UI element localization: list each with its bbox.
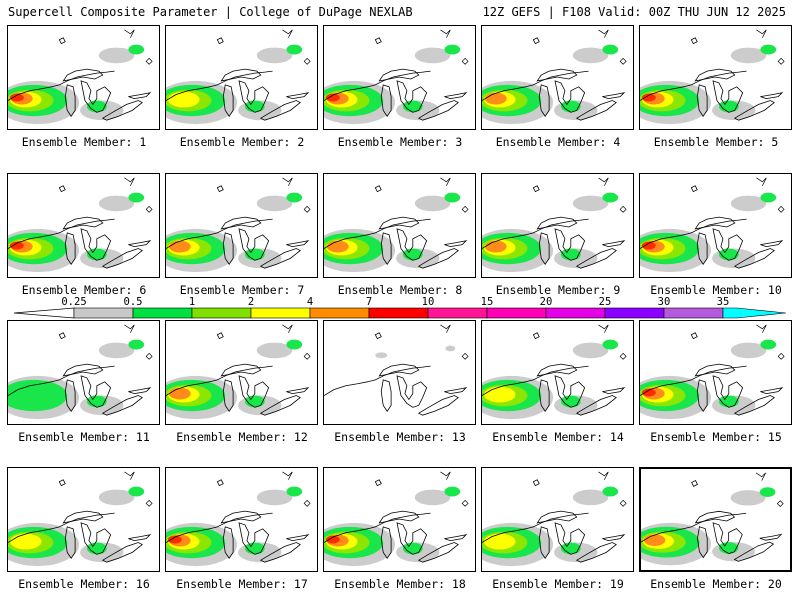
member-map [324, 324, 469, 416]
member-label: Ensemble Member: 9 [495, 283, 621, 297]
map-panel-member-3[interactable] [323, 25, 476, 130]
map-panel-member-17[interactable] [165, 467, 318, 572]
map-panel-member-9[interactable] [481, 173, 634, 278]
member-label: Ensemble Member: 2 [179, 135, 305, 149]
member-map [482, 29, 627, 125]
member-map [324, 29, 469, 125]
map-panel-member-16[interactable] [7, 467, 160, 572]
member-map [8, 471, 153, 567]
run-info: 12Z GEFS | F108 Valid: 00Z THU JUN 12 20… [482, 5, 786, 19]
member-map [324, 177, 469, 273]
member-label: Ensemble Member: 4 [495, 135, 621, 149]
colorbar-tick-label: 30 [657, 296, 671, 308]
colorbar-segment [604, 307, 665, 319]
member-label: Ensemble Member: 11 [18, 430, 150, 444]
colorbar-tick-label: 10 [421, 296, 435, 308]
map-panel-member-12[interactable] [165, 320, 318, 425]
member-label: Ensemble Member: 13 [334, 430, 466, 444]
member-map [640, 324, 785, 420]
map-panel-member-20[interactable] [639, 467, 792, 572]
map-panel-member-2[interactable] [165, 25, 318, 130]
member-map [324, 471, 469, 567]
colorbar-segment [722, 307, 787, 319]
member-label: Ensemble Member: 12 [176, 430, 308, 444]
member-label: Ensemble Member: 17 [176, 577, 308, 591]
member-label: Ensemble Member: 10 [650, 283, 782, 297]
member-map [166, 471, 311, 567]
map-panel-member-10[interactable] [639, 173, 792, 278]
colorbar-segment [486, 307, 547, 319]
colorbar-segment [663, 307, 724, 319]
map-panel-member-7[interactable] [165, 173, 318, 278]
member-label: Ensemble Member: 19 [492, 577, 624, 591]
member-label: Ensemble Member: 7 [179, 283, 305, 297]
colorbar-tick-label: 0.5 [123, 296, 143, 308]
page-title: Supercell Composite Parameter | College … [8, 5, 413, 19]
map-panel-member-1[interactable] [7, 25, 160, 130]
colorbar-tick-label: 15 [480, 296, 494, 308]
member-label: Ensemble Member: 18 [334, 577, 466, 591]
colorbar-tick-label: 1 [188, 296, 196, 308]
member-map [166, 177, 311, 273]
member-label: Ensemble Member: 8 [337, 283, 463, 297]
colorbar-segment [250, 307, 311, 319]
member-label: Ensemble Member: 16 [18, 577, 150, 591]
map-panel-member-8[interactable] [323, 173, 476, 278]
member-map [8, 29, 153, 125]
colorbar-tick-label: 20 [539, 296, 553, 308]
member-label: Ensemble Member: 5 [653, 135, 779, 149]
map-panel-member-14[interactable] [481, 320, 634, 425]
member-map [482, 324, 627, 420]
member-map [640, 29, 785, 125]
colorbar-tick-label: 35 [716, 296, 730, 308]
colorbar-ticks: 0.25 0.5 1 2 4 7 10 15 20 25 30 35 [0, 296, 800, 308]
colorbar-tick-label: 0.25 [61, 296, 87, 308]
member-label: Ensemble Member: 14 [492, 430, 624, 444]
colorbar-left-arrow [13, 307, 75, 319]
colorbar-segment [545, 307, 606, 319]
colorbar-tick-label: 4 [306, 296, 314, 308]
member-map [640, 177, 785, 273]
colorbar-segment [191, 307, 252, 319]
member-map [8, 324, 153, 420]
header: Supercell Composite Parameter | College … [0, 0, 800, 22]
colorbar-segment [309, 307, 370, 319]
map-panel-member-18[interactable] [323, 467, 476, 572]
member-label: Ensemble Member: 6 [21, 283, 147, 297]
member-map [641, 472, 784, 566]
member-map [166, 324, 311, 420]
map-panel-member-19[interactable] [481, 467, 634, 572]
map-panel-member-6[interactable] [7, 173, 160, 278]
member-label: Ensemble Member: 15 [650, 430, 782, 444]
map-panel-member-11[interactable] [7, 320, 160, 425]
map-panel-member-13[interactable] [323, 320, 476, 425]
member-label: Ensemble Member: 3 [337, 135, 463, 149]
colorbar-segment [427, 307, 488, 319]
colorbar-segment [368, 307, 429, 319]
colorbar-tick-label: 2 [247, 296, 255, 308]
colorbar-scale [13, 307, 787, 319]
map-panel-member-4[interactable] [481, 25, 634, 130]
member-map [482, 177, 627, 273]
member-label: Ensemble Member: 20 [650, 577, 782, 591]
colorbar-segment [132, 307, 193, 319]
colorbar-tick-label: 25 [598, 296, 612, 308]
colorbar-tick-label: 7 [365, 296, 373, 308]
member-map [482, 471, 627, 567]
map-panel-member-5[interactable] [639, 25, 792, 130]
member-map [166, 29, 311, 125]
colorbar-segment [73, 307, 134, 319]
map-panel-member-15[interactable] [639, 320, 792, 425]
member-map [8, 177, 153, 273]
member-label: Ensemble Member: 1 [21, 135, 147, 149]
colorbar: 0.25 0.5 1 2 4 7 10 15 20 25 30 35 [0, 296, 800, 322]
